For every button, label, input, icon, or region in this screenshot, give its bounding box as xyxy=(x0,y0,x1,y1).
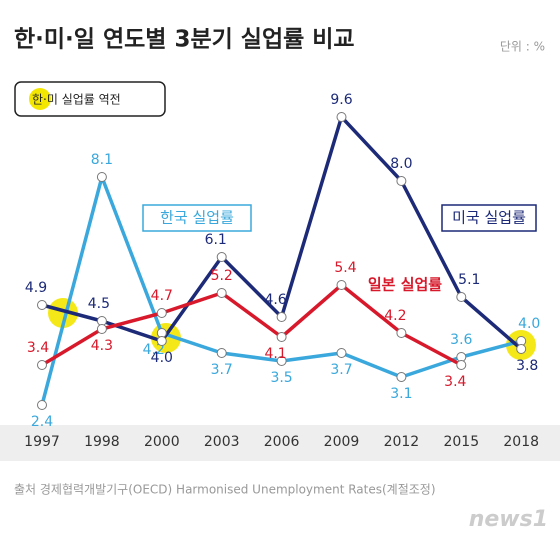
marker xyxy=(156,336,167,346)
marker xyxy=(96,324,107,334)
data-label: 5.2 xyxy=(211,268,233,284)
x-tick-label: 2009 xyxy=(324,434,360,450)
logo: news1 xyxy=(469,507,548,532)
data-label: 4.3 xyxy=(91,338,113,354)
source: 출처 경제협력개발기구(OECD) Harmonised Unemploymen… xyxy=(14,483,436,497)
data-label: 4.0 xyxy=(518,316,540,332)
marker xyxy=(396,372,407,382)
series-label-box xyxy=(142,204,252,232)
unit: 단위 : % xyxy=(500,40,545,54)
x-tick-label: 1998 xyxy=(84,434,120,450)
data-label: 9.6 xyxy=(330,92,352,108)
data-label: 3.6 xyxy=(450,332,472,348)
legend-highlight xyxy=(29,88,51,110)
series-label: 일본 실업률 xyxy=(368,276,442,294)
data-label: 3.7 xyxy=(330,362,352,378)
marker xyxy=(276,312,287,322)
chart-title: 한·미·일 연도별 3분기 실업률 비교 xyxy=(14,27,355,53)
data-label: 6.1 xyxy=(205,232,227,248)
marker xyxy=(336,112,347,122)
data-label: 3.4 xyxy=(444,374,466,390)
series-line xyxy=(41,283,463,367)
x-tick-label: 2015 xyxy=(443,434,479,450)
data-label: 4.2 xyxy=(143,342,165,358)
data-label: 5.4 xyxy=(334,260,356,276)
data-label: 4.9 xyxy=(25,280,47,296)
marker xyxy=(216,252,227,262)
series-label-box xyxy=(441,204,537,232)
data-label: 4.5 xyxy=(88,296,110,312)
data-label: 2.4 xyxy=(31,414,53,430)
data-label: 3.1 xyxy=(390,386,412,402)
data-label: 5.1 xyxy=(458,272,480,288)
marker xyxy=(156,308,167,318)
legend-note: 한·미 실업률 역전 xyxy=(32,93,121,107)
x-tick-label: 2000 xyxy=(144,434,180,450)
marker xyxy=(37,300,47,310)
legend-box xyxy=(14,81,166,117)
x-tick-label: 1997 xyxy=(24,434,60,450)
x-tick-label: 2012 xyxy=(384,434,420,450)
marker xyxy=(96,172,107,182)
data-label: 4.6 xyxy=(264,292,286,308)
series-label: 미국 실업률 xyxy=(452,209,526,227)
marker xyxy=(336,280,347,290)
data-label: 3.8 xyxy=(516,358,538,374)
marker xyxy=(276,332,287,342)
data-label: 3.5 xyxy=(270,370,292,386)
marker xyxy=(336,348,347,358)
marker xyxy=(396,328,407,338)
marker xyxy=(37,400,47,410)
x-tick-label: 2006 xyxy=(264,434,300,450)
marker xyxy=(37,360,47,370)
marker xyxy=(516,344,527,354)
x-tick-label: 2018 xyxy=(503,434,539,450)
marker xyxy=(216,348,227,358)
marker xyxy=(276,356,287,366)
data-label: 4.2 xyxy=(384,308,406,324)
data-label: 3.4 xyxy=(27,340,49,356)
crossing-highlight xyxy=(48,298,78,328)
data-label: 3.7 xyxy=(211,362,233,378)
data-label: 8.1 xyxy=(91,152,113,168)
marker xyxy=(456,292,467,302)
data-label: 8.0 xyxy=(390,156,412,172)
series-label: 한국 실업률 xyxy=(160,209,234,227)
data-label: 4.7 xyxy=(151,288,173,304)
marker xyxy=(216,288,227,298)
data-label: 4.0 xyxy=(151,350,173,366)
x-axis-band xyxy=(0,425,560,461)
data-label: 4.1 xyxy=(264,346,286,362)
marker xyxy=(396,176,407,186)
marker xyxy=(456,360,467,370)
x-tick-label: 2003 xyxy=(204,434,240,450)
